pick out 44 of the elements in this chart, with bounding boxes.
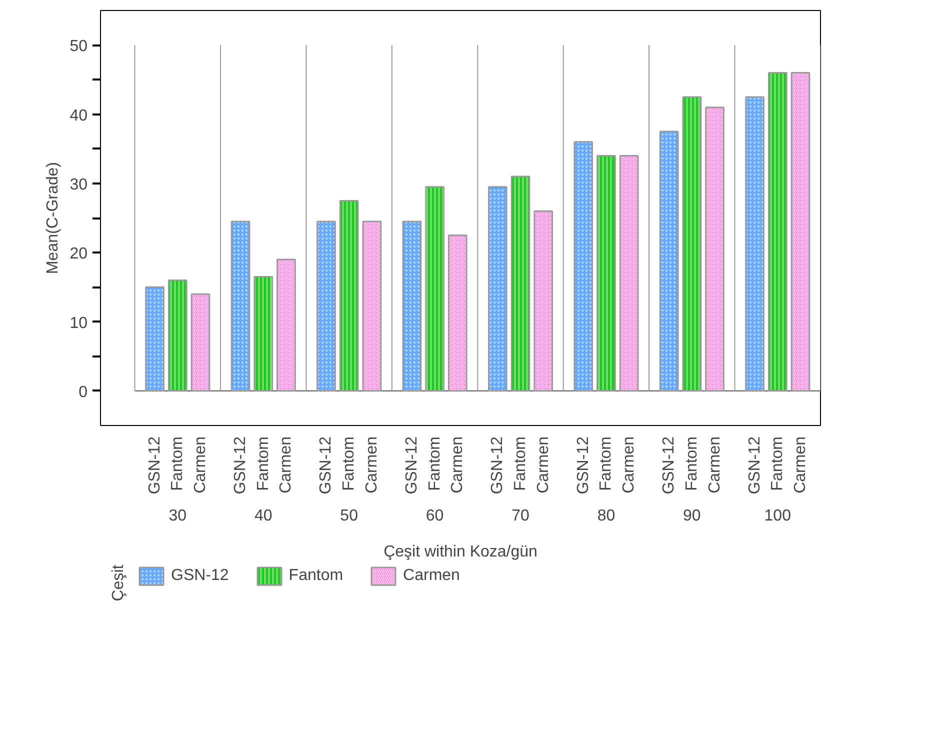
legend-label: Carmen (403, 566, 460, 585)
text: GSN-12 (318, 436, 335, 494)
y-axis-title: Mean(C-Grade) (44, 162, 62, 274)
text: Carmen (706, 436, 724, 494)
y-tick-label: 10 (70, 314, 88, 332)
text: GSN-12 (146, 436, 164, 494)
x-tick-label: 100 (764, 508, 792, 524)
text: GSN-12 (403, 436, 420, 494)
text: Carmen (363, 436, 380, 494)
text: Fantom (169, 436, 186, 491)
x-tick-label: 40 (254, 508, 272, 524)
text: Carmen (449, 436, 466, 494)
y-tick-label: 50 (70, 38, 88, 56)
y-tick-label: 20 (70, 246, 88, 263)
text: Carmen (620, 436, 638, 494)
legend-title: Çeşit (110, 564, 128, 602)
text: Carmen (192, 436, 209, 494)
x-tick-label: 90 (683, 508, 701, 524)
text: GSN-12 (489, 436, 506, 494)
y-tick-label: 30 (70, 176, 88, 194)
x-tick-label: 80 (597, 508, 616, 524)
text: Fantom (254, 436, 272, 491)
text: Carmen (792, 436, 809, 494)
y-tick-label: 40 (70, 107, 88, 124)
x-tick-label: 50 (340, 508, 358, 524)
y-tick-label: 0 (78, 384, 88, 401)
x-tick-label: 70 (512, 508, 530, 524)
text: Fantom (598, 436, 615, 491)
text: Fantom (426, 436, 444, 491)
x-tick-label: 60 (426, 508, 444, 524)
legend-label: GSN-12 (171, 566, 229, 585)
text: Fantom (769, 436, 786, 491)
text: GSN-12 (232, 436, 249, 494)
text: GSN-12 (746, 436, 764, 494)
legend-label: Fantom (288, 566, 344, 585)
text: Fantom (340, 436, 358, 491)
text: Fantom (512, 436, 529, 491)
x-tick-label: 30 (168, 508, 187, 524)
text: GSN-12 (660, 436, 678, 494)
text: Carmen (534, 436, 552, 494)
x-axis-title: Çeşit within Koza/gün (384, 544, 538, 560)
text: GSN-12 (574, 436, 592, 494)
text: Carmen (278, 436, 295, 494)
text: Fantom (683, 436, 700, 491)
